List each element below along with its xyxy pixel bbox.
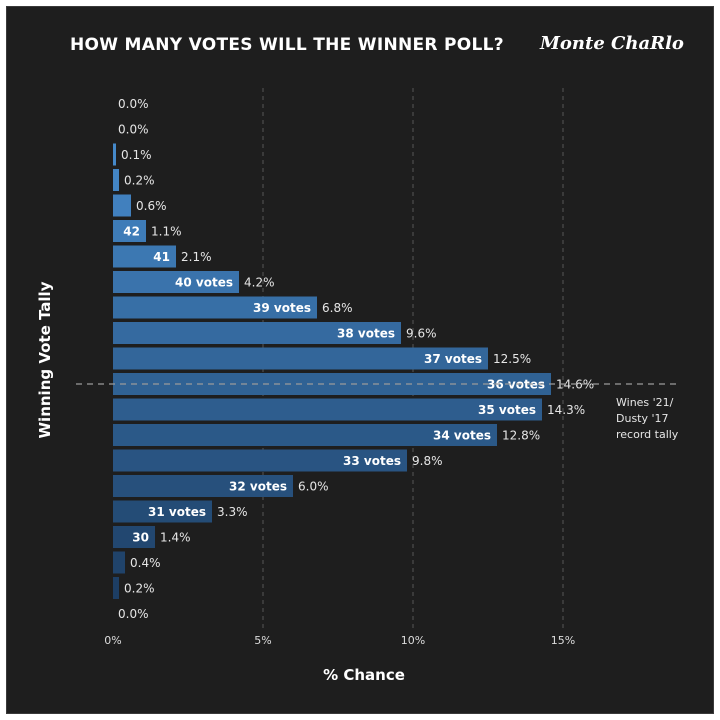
bar-category-label: 41 xyxy=(153,250,170,264)
bar-value-label: 6.0% xyxy=(298,480,329,494)
grid-lines xyxy=(262,88,564,628)
bar-value-label: 0.2% xyxy=(124,582,155,596)
bar-value-label: 12.5% xyxy=(493,352,531,366)
bar-value-label: 1.1% xyxy=(151,225,182,239)
bar-value-label: 14.3% xyxy=(547,403,585,417)
bar-category-label: 39 votes xyxy=(253,301,311,315)
bar xyxy=(113,424,497,446)
bar-category-label: 42 xyxy=(123,225,140,239)
bar xyxy=(113,322,401,344)
bar-category-label: 38 votes xyxy=(337,327,395,341)
bar-value-label: 0.1% xyxy=(121,148,152,162)
bar-value-label: 6.8% xyxy=(322,301,353,315)
bar-value-label: 0.2% xyxy=(124,174,155,188)
bar-value-label: 1.4% xyxy=(160,531,191,545)
bar-category-label: 31 votes xyxy=(148,505,206,519)
bar-value-label: 0.0% xyxy=(118,97,149,111)
bar-value-label: 4.2% xyxy=(244,276,275,290)
bar-category-label: 34 votes xyxy=(433,429,491,443)
bar-value-label: 9.6% xyxy=(406,327,437,341)
bar xyxy=(113,475,293,497)
bar-value-label: 0.0% xyxy=(118,123,149,137)
bar xyxy=(113,449,407,472)
brand-logo-text: Monte ChaRlo xyxy=(540,33,684,54)
bar-value-label: 0.4% xyxy=(130,556,161,570)
bar xyxy=(113,526,155,548)
bar xyxy=(113,271,239,293)
x-ticks: 0% 5% 10% 15% xyxy=(104,634,575,647)
bar-value-label: 0.0% xyxy=(118,607,149,621)
record-tally-note: Wines '21/ Dusty '17 record tally xyxy=(616,396,679,441)
bar-category-label: 40 votes xyxy=(175,276,233,290)
bar-category-label: 35 votes xyxy=(478,403,536,417)
x-tick-label: 10% xyxy=(401,634,425,647)
bar-value-label: 9.8% xyxy=(412,454,443,468)
bar xyxy=(113,551,125,574)
bar xyxy=(113,296,317,319)
bar xyxy=(113,169,119,191)
bar xyxy=(113,143,116,166)
bar-value-label: 0.6% xyxy=(136,199,167,213)
bar-category-label: 33 votes xyxy=(343,454,401,468)
bar-category-label: 30 xyxy=(132,531,149,545)
bar-category-label: 37 votes xyxy=(424,352,482,366)
bar xyxy=(113,347,488,370)
x-tick-label: 0% xyxy=(104,634,121,647)
bar xyxy=(113,500,212,523)
bar-value-label: 12.8% xyxy=(502,429,540,443)
bar xyxy=(113,245,176,268)
chart-title: HOW MANY VOTES WILL THE WINNER POLL? xyxy=(70,35,504,55)
bar xyxy=(113,398,542,421)
x-tick-label: 5% xyxy=(254,634,271,647)
x-tick-label: 15% xyxy=(551,634,575,647)
bar xyxy=(113,577,119,599)
bars: 0.0% 0.0% 0.1% 0.2% 0.6% 42 1.1% 41 2.1% 40 votes… xyxy=(113,97,594,621)
bar-value-label: 2.1% xyxy=(181,250,212,264)
bar-value-label: 3.3% xyxy=(217,505,248,519)
bar-category-label: 32 votes xyxy=(229,480,287,494)
x-axis-label: % Chance xyxy=(323,666,405,684)
bar xyxy=(113,194,131,217)
bar xyxy=(113,220,146,242)
